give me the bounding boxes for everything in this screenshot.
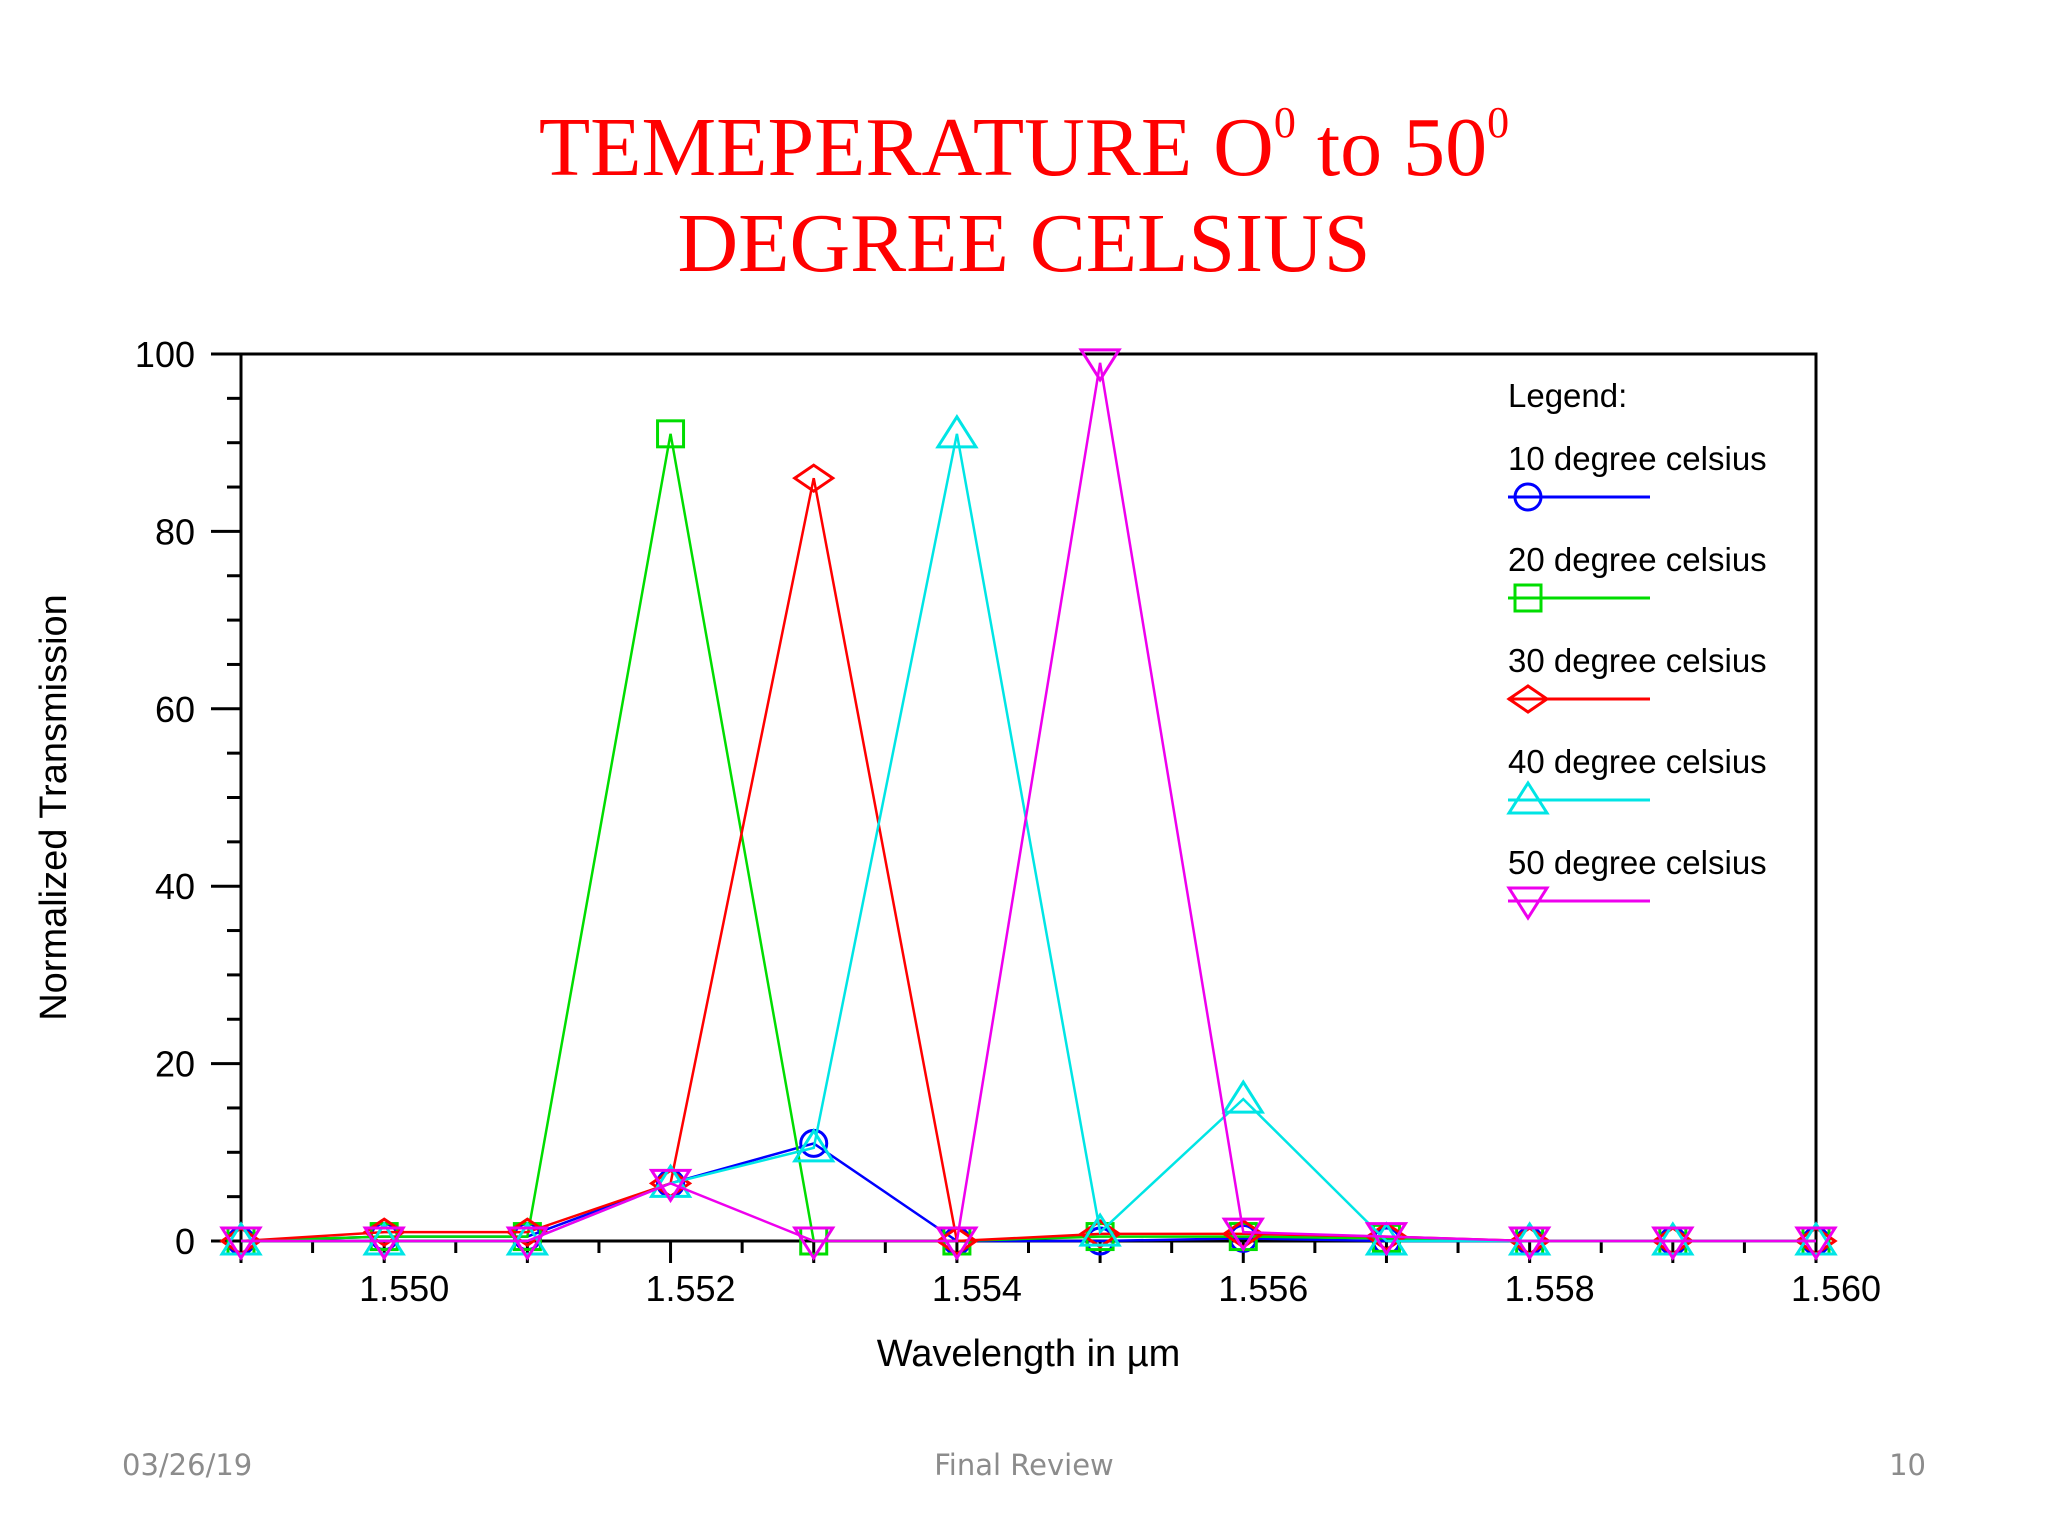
legend-label: 30 degree celsius: [1508, 642, 1767, 679]
marker-circle: [1513, 482, 1543, 512]
marker-triangle-down: [362, 1226, 406, 1261]
series-layer: [219, 348, 1838, 1261]
legend-label: 40 degree celsius: [1508, 743, 1767, 780]
y-tick-label: 20: [155, 1044, 195, 1085]
marker-triangle-up: [1221, 1079, 1265, 1114]
marker-triangle-down: [1221, 1217, 1265, 1252]
title-line-1: TEMEPERATURE O0 to 500: [538, 98, 1510, 195]
marker-triangle-up: [1651, 1221, 1695, 1256]
legend-label: 50 degree celsius: [1508, 844, 1767, 881]
marker-triangle-down: [935, 1226, 979, 1261]
marker-triangle-up: [362, 1221, 406, 1256]
marker-triangle-down: [1794, 1226, 1838, 1261]
series-5: [219, 348, 1838, 1261]
x-axis-label: Wavelength in µm: [877, 1333, 1181, 1375]
marker-triangle-down: [219, 1226, 263, 1261]
marker-diamond: [1506, 684, 1550, 714]
x-tick-label: 1.550: [359, 1268, 449, 1309]
x-tick-label: 1.552: [645, 1268, 735, 1309]
marker-triangle-up: [1506, 780, 1550, 815]
marker-square: [656, 419, 686, 449]
marker-triangle-down: [505, 1226, 550, 1261]
marker-diamond: [792, 463, 836, 493]
legend-label: 20 degree celsius: [1508, 541, 1767, 578]
marker-triangle-down: [648, 1168, 693, 1204]
chart-legend: Legend: 10 degree celsius 20 degree celsiu…: [1506, 377, 1767, 921]
marker-triangle-up: [1794, 1221, 1838, 1256]
x-tick-label: 1.554: [932, 1268, 1022, 1309]
marker-triangle-up: [648, 1163, 693, 1198]
y-tick-label: 100: [135, 334, 195, 375]
marker-triangle-down: [1078, 348, 1122, 383]
title-line-2: DEGREE CELSIUS: [677, 197, 1371, 290]
marker-triangle-down: [1651, 1226, 1695, 1261]
marker-square: [1513, 583, 1543, 613]
legend-item-3: 30 degree celsius: [1506, 642, 1767, 714]
page-number: 10: [1889, 1448, 1926, 1482]
marker-triangle-down: [1507, 1226, 1552, 1261]
y-tick-label: 80: [155, 511, 195, 552]
y-axis-label: Normalized Transmission: [33, 594, 75, 1021]
marker-triangle-down: [1506, 886, 1550, 921]
legend-title: Legend:: [1508, 377, 1627, 414]
legend-label: 10 degree celsius: [1508, 440, 1767, 477]
series-line: [241, 362, 1816, 1243]
legend-item-2: 20 degree celsius: [1508, 541, 1767, 613]
y-tick-label: 0: [175, 1221, 195, 1262]
marker-triangle-down: [1364, 1222, 1409, 1257]
x-tick-label: 1.556: [1218, 1268, 1308, 1309]
marker-triangle-up: [505, 1221, 550, 1256]
marker-diamond: [1078, 1219, 1122, 1249]
marker-triangle-up: [935, 414, 979, 449]
legend-item-5: 50 degree celsius: [1506, 844, 1767, 921]
marker-triangle-up: [1078, 1212, 1122, 1247]
slide-title: TEMEPERATURE O0 to 500 DEGREE CELSIUS: [0, 100, 2048, 292]
marker-triangle-up: [219, 1221, 263, 1256]
legend-item-4: 40 degree celsius: [1506, 743, 1767, 815]
x-tick-label: 1.560: [1791, 1268, 1881, 1309]
marker-triangle-up: [1507, 1221, 1552, 1256]
legend-item-1: 10 degree celsius: [1508, 440, 1767, 512]
marker-triangle-up: [792, 1128, 836, 1163]
y-tick-label: 40: [155, 866, 195, 907]
footer-date: 03/26/19: [122, 1448, 253, 1482]
y-tick-label: 60: [155, 689, 195, 730]
x-tick-label: 1.558: [1505, 1268, 1595, 1309]
footer-title: Final Review: [934, 1448, 1114, 1482]
marker-triangle-down: [792, 1226, 836, 1261]
